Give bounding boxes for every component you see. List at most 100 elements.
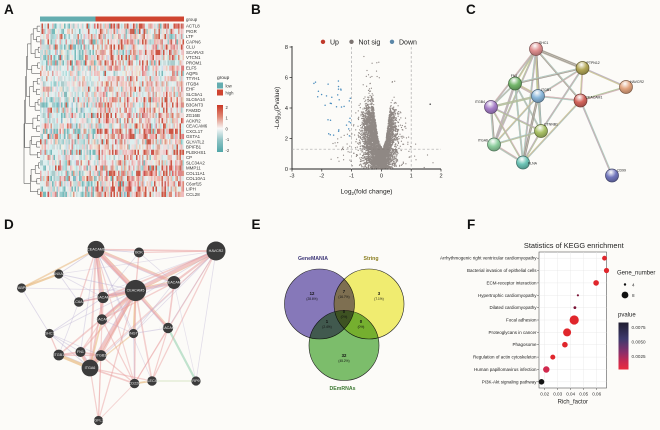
svg-text:CLEC4E: CLEC4E <box>145 379 160 383</box>
svg-text:DEmRNAs: DEmRNAs <box>330 386 356 392</box>
svg-text:CD99: CD99 <box>617 169 626 173</box>
svg-text:(45.2%): (45.2%) <box>338 359 349 363</box>
svg-text:CP: CP <box>186 155 192 160</box>
svg-text:FN1: FN1 <box>77 350 84 354</box>
svg-text:ITGB4: ITGB4 <box>186 82 199 87</box>
svg-text:high: high <box>226 91 235 96</box>
svg-text:CEACAM4: CEACAM4 <box>93 318 111 322</box>
svg-text:Dilated cardiomyopathy: Dilated cardiomyopathy <box>489 305 537 310</box>
svg-text:CTNNB1: CTNNB1 <box>544 123 558 127</box>
svg-text:0.0050: 0.0050 <box>632 340 646 345</box>
svg-text:HAVCR2: HAVCR2 <box>209 249 224 253</box>
svg-text:group: group <box>186 17 198 22</box>
svg-text:Gene_number: Gene_number <box>617 271 655 277</box>
svg-text:COL11A1: COL11A1 <box>186 171 206 176</box>
svg-text:Log2(fold change): Log2(fold change) <box>341 189 393 197</box>
svg-text:A: A <box>4 2 14 17</box>
svg-text:12: 12 <box>310 291 315 296</box>
svg-text:(16.7%): (16.7%) <box>338 295 349 299</box>
svg-text:Down: Down <box>399 39 417 46</box>
svg-text:pvalue: pvalue <box>618 313 636 319</box>
svg-text:8: 8 <box>632 293 635 298</box>
svg-text:B3GNT3: B3GNT3 <box>186 103 204 108</box>
svg-text:F: F <box>467 217 475 232</box>
svg-text:FLNA: FLNA <box>528 162 538 166</box>
svg-text:Bacterial invasion of epitheli: Bacterial invasion of epithelial cells <box>467 268 537 273</box>
svg-text:2: 2 <box>285 137 288 143</box>
svg-text:CCL28: CCL28 <box>186 192 200 197</box>
svg-text:32: 32 <box>342 353 347 358</box>
svg-text:GSTA1: GSTA1 <box>186 134 201 139</box>
svg-text:Rich_factor: Rich_factor <box>558 400 588 406</box>
svg-text:0: 0 <box>343 309 346 314</box>
svg-text:PIGR: PIGR <box>186 29 197 34</box>
svg-text:ANXA3: ANXA3 <box>53 272 65 276</box>
svg-text:SLC5A1: SLC5A1 <box>186 92 203 97</box>
svg-text:1: 1 <box>226 116 229 121</box>
svg-text:-2: -2 <box>319 174 324 180</box>
svg-text:SLC6A14: SLC6A14 <box>186 97 205 102</box>
svg-text:1: 1 <box>410 174 413 180</box>
svg-text:ITGB1: ITGB1 <box>53 353 64 357</box>
svg-text:HAVCR2: HAVCR2 <box>630 80 644 84</box>
svg-text:(0%): (0%) <box>341 315 348 319</box>
svg-text:0.03: 0.03 <box>553 392 562 397</box>
svg-text:BOK: BOK <box>135 251 143 255</box>
svg-text:CEACAM1: CEACAM1 <box>94 296 112 300</box>
svg-text:ACKR2: ACKR2 <box>186 118 201 123</box>
svg-text:-1: -1 <box>349 174 354 180</box>
svg-text:ITGB4: ITGB4 <box>475 100 485 104</box>
svg-text:CXCL17: CXCL17 <box>186 129 203 134</box>
svg-text:(0%): (0%) <box>358 325 365 329</box>
svg-text:low: low <box>226 84 233 89</box>
svg-text:LIPH: LIPH <box>186 187 196 192</box>
svg-text:ITGB3: ITGB3 <box>96 354 107 358</box>
svg-text:4: 4 <box>285 106 288 112</box>
svg-text:ELF5: ELF5 <box>186 66 197 71</box>
svg-text:0.06: 0.06 <box>592 392 601 397</box>
svg-text:AQP5: AQP5 <box>186 71 198 76</box>
svg-text:SHC1: SHC1 <box>45 332 55 336</box>
svg-text:String: String <box>364 256 379 262</box>
svg-text:0: 0 <box>226 127 229 132</box>
svg-text:D: D <box>4 217 14 232</box>
svg-text:CD226: CD226 <box>129 382 140 386</box>
svg-text:-3: -3 <box>290 174 295 180</box>
svg-text:(28.6%): (28.6%) <box>306 297 317 301</box>
svg-text:CEACAM8: CEACAM8 <box>159 326 177 330</box>
svg-text:0: 0 <box>360 319 363 324</box>
svg-text:ITGB1: ITGB1 <box>541 88 551 92</box>
svg-text:1: 1 <box>326 319 329 324</box>
svg-text:BPIFB1: BPIFB1 <box>186 145 202 150</box>
svg-text:4: 4 <box>632 283 635 288</box>
svg-text:0: 0 <box>380 174 383 180</box>
svg-text:FABP6: FABP6 <box>16 286 27 290</box>
svg-text:ITGA6: ITGA6 <box>85 366 96 370</box>
svg-text:0.04: 0.04 <box>566 392 575 397</box>
svg-text:IGFL2: IGFL2 <box>93 419 103 423</box>
svg-text:C: C <box>466 2 476 17</box>
svg-text:VTCN1: VTCN1 <box>186 55 201 60</box>
svg-text:0.02: 0.02 <box>540 392 549 397</box>
svg-text:LTF: LTF <box>186 34 194 39</box>
svg-text:COL10A1: COL10A1 <box>186 176 206 181</box>
svg-text:0.0075: 0.0075 <box>632 325 646 330</box>
svg-text:8: 8 <box>285 45 288 51</box>
svg-text:FN1: FN1 <box>511 74 518 78</box>
svg-text:CEACAM3: CEACAM3 <box>165 281 183 285</box>
svg-text:ZG16B: ZG16B <box>186 113 200 118</box>
svg-text:Arrhythmogenic right ventricul: Arrhythmogenic right ventricular cardiom… <box>440 256 537 261</box>
svg-text:FAM3D: FAM3D <box>186 108 201 113</box>
svg-text:Regulation of actin cytoskelet: Regulation of actin cytoskeleton <box>473 355 537 360</box>
svg-text:C6orf15: C6orf15 <box>186 181 202 186</box>
svg-text:PTPN12: PTPN12 <box>587 61 600 65</box>
svg-text:0.0025: 0.0025 <box>632 354 646 359</box>
svg-text:CEACAM6: CEACAM6 <box>87 248 105 252</box>
svg-text:PLEKHS1: PLEKHS1 <box>186 150 206 155</box>
svg-text:GLYATL2: GLYATL2 <box>186 139 205 144</box>
svg-text:CAPN6: CAPN6 <box>186 39 201 44</box>
svg-text:7: 7 <box>343 289 346 294</box>
svg-text:Up: Up <box>330 39 339 46</box>
svg-text:-2: -2 <box>226 148 230 153</box>
svg-text:Statistics of KEGG enrichment: Statistics of KEGG enrichment <box>524 241 624 250</box>
